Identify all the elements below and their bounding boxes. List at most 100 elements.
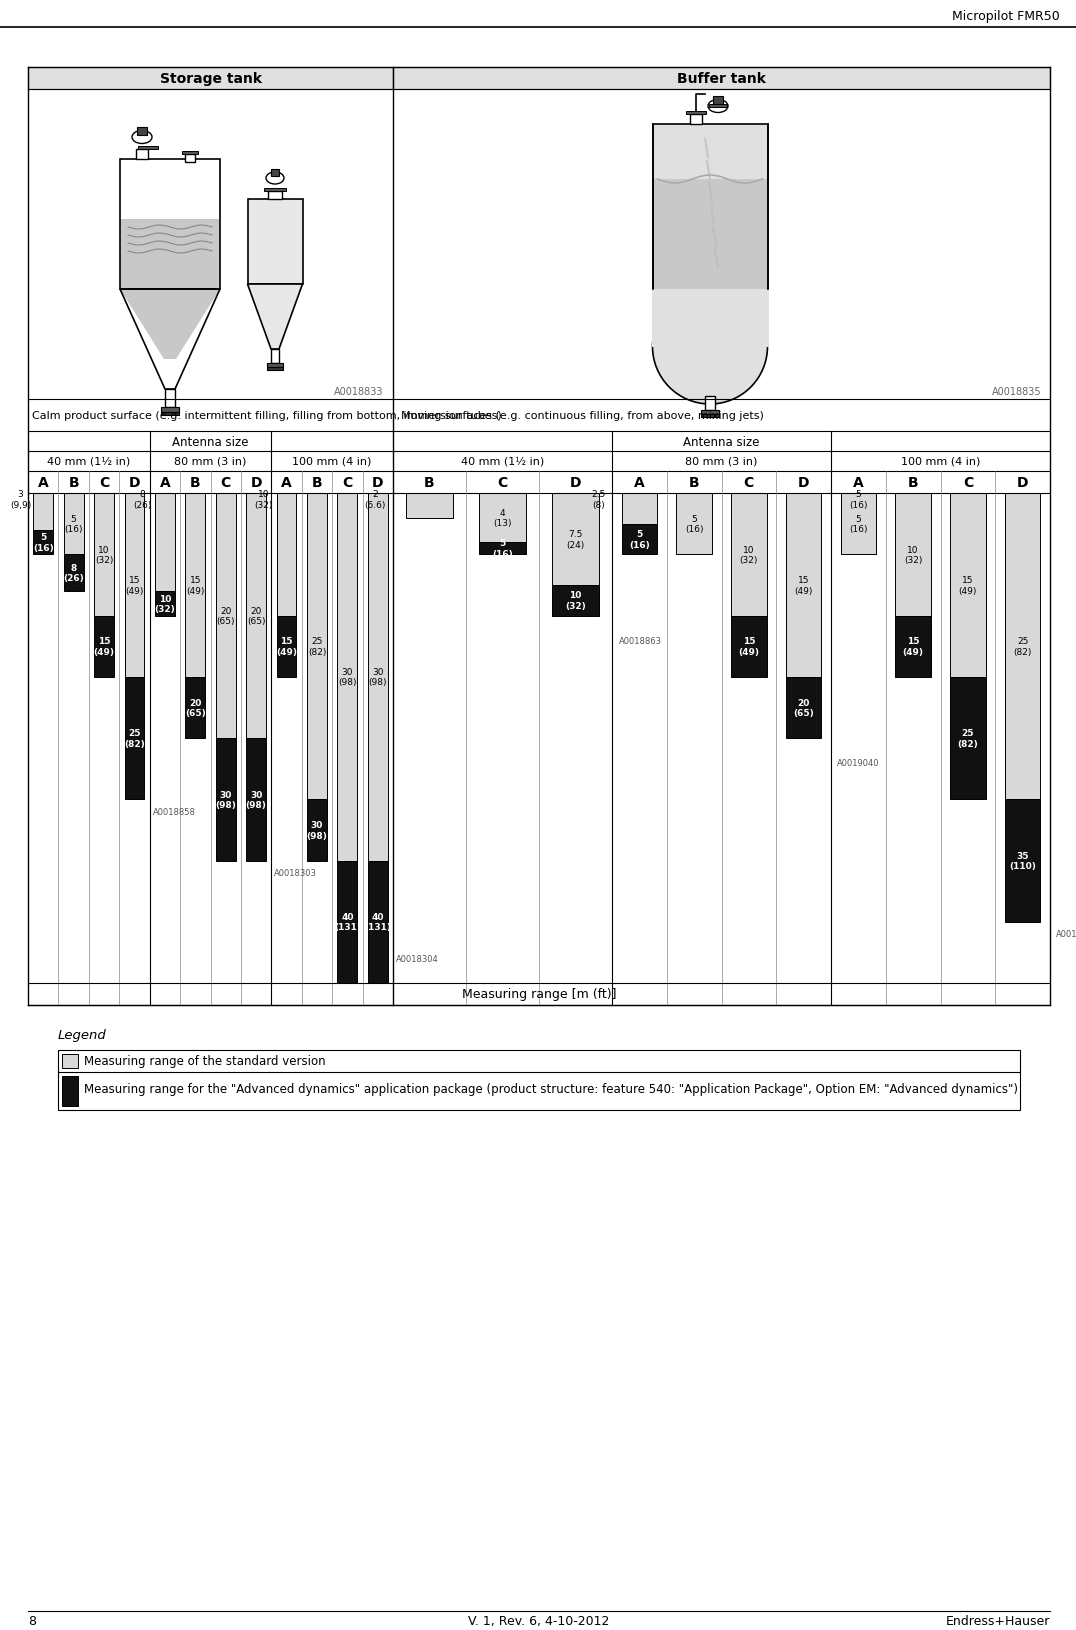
Ellipse shape bbox=[266, 173, 284, 184]
Text: C: C bbox=[99, 476, 109, 489]
Bar bbox=[393, 68, 1050, 90]
Bar bbox=[62, 1055, 77, 1068]
Text: 15
(49): 15 (49) bbox=[738, 637, 760, 657]
Text: 2.5
(8): 2.5 (8) bbox=[591, 491, 606, 510]
Text: 5
(16): 5 (16) bbox=[33, 533, 54, 553]
Bar bbox=[185, 678, 206, 738]
Text: Measuring range [m (ft)]: Measuring range [m (ft)] bbox=[462, 988, 617, 1001]
Bar bbox=[216, 494, 236, 738]
Bar bbox=[33, 494, 53, 530]
Bar bbox=[700, 414, 719, 417]
Text: D: D bbox=[372, 476, 383, 489]
Text: A: A bbox=[281, 476, 292, 489]
Bar bbox=[622, 525, 657, 554]
Bar bbox=[950, 494, 986, 678]
Bar bbox=[709, 104, 727, 108]
Text: 80 mm (3 in): 80 mm (3 in) bbox=[685, 456, 758, 466]
Text: C: C bbox=[221, 476, 231, 489]
Text: A0018304: A0018304 bbox=[396, 955, 439, 963]
Bar bbox=[125, 494, 144, 678]
Bar bbox=[479, 543, 526, 554]
Text: 4
(13): 4 (13) bbox=[493, 509, 512, 528]
Text: A: A bbox=[38, 476, 48, 489]
Text: Measuring range for the "Advanced dynamics" application package (product structu: Measuring range for the "Advanced dynami… bbox=[84, 1082, 1018, 1095]
Bar bbox=[161, 408, 179, 412]
Text: 15
(49): 15 (49) bbox=[903, 637, 923, 657]
Bar bbox=[700, 411, 719, 414]
Bar bbox=[677, 494, 712, 554]
Text: 40 mm (1½ in): 40 mm (1½ in) bbox=[461, 456, 544, 466]
Text: 30
(98): 30 (98) bbox=[338, 668, 356, 686]
Text: 30
(98): 30 (98) bbox=[307, 820, 327, 839]
Bar bbox=[95, 494, 114, 616]
Bar bbox=[731, 616, 767, 678]
Text: B: B bbox=[68, 476, 79, 489]
Bar bbox=[277, 494, 296, 616]
Text: C: C bbox=[342, 476, 353, 489]
Text: 8: 8 bbox=[28, 1614, 36, 1627]
Text: D: D bbox=[798, 476, 809, 489]
Bar bbox=[785, 494, 821, 678]
Text: Legend: Legend bbox=[58, 1029, 107, 1042]
Text: A: A bbox=[159, 476, 170, 489]
Text: A0019040: A0019040 bbox=[836, 758, 879, 768]
Text: 15
(49): 15 (49) bbox=[186, 575, 204, 595]
Text: 15
(49): 15 (49) bbox=[959, 575, 977, 595]
Text: 20
(65): 20 (65) bbox=[216, 606, 235, 626]
Bar bbox=[136, 150, 148, 160]
Text: B: B bbox=[689, 476, 699, 489]
Bar bbox=[125, 678, 144, 800]
Bar bbox=[653, 179, 766, 290]
Text: 30
(98): 30 (98) bbox=[245, 791, 267, 810]
Bar bbox=[246, 738, 266, 861]
Bar bbox=[895, 616, 931, 678]
Bar bbox=[690, 116, 702, 126]
Text: 5
(16): 5 (16) bbox=[65, 515, 83, 535]
Text: 5
(16): 5 (16) bbox=[685, 515, 704, 535]
Bar bbox=[28, 68, 393, 90]
Bar bbox=[622, 494, 657, 525]
Text: 25
(82): 25 (82) bbox=[958, 729, 978, 748]
Text: 5
(16): 5 (16) bbox=[629, 530, 650, 549]
Bar bbox=[652, 126, 767, 290]
Bar bbox=[63, 554, 84, 592]
Text: 40
(131): 40 (131) bbox=[334, 913, 360, 932]
Text: 25
(82): 25 (82) bbox=[1014, 637, 1032, 657]
Bar bbox=[338, 861, 357, 983]
Text: 15
(49): 15 (49) bbox=[94, 637, 114, 657]
Bar bbox=[479, 494, 526, 543]
Text: B: B bbox=[312, 476, 323, 489]
Text: 8
(26): 8 (26) bbox=[132, 491, 152, 510]
Bar bbox=[247, 200, 302, 285]
Text: 5
(16): 5 (16) bbox=[849, 515, 867, 535]
Text: A0018835: A0018835 bbox=[992, 386, 1042, 396]
Ellipse shape bbox=[132, 132, 152, 145]
Text: 10
(32): 10 (32) bbox=[95, 544, 113, 564]
Text: 100 mm (4 in): 100 mm (4 in) bbox=[901, 456, 980, 466]
Text: 25
(82): 25 (82) bbox=[308, 637, 326, 657]
Text: C: C bbox=[963, 476, 973, 489]
Text: 10
(32): 10 (32) bbox=[904, 544, 922, 564]
Bar bbox=[185, 155, 195, 163]
Text: 3
(9,9): 3 (9,9) bbox=[10, 491, 31, 510]
Bar bbox=[121, 220, 220, 290]
Text: D: D bbox=[251, 476, 261, 489]
Bar bbox=[307, 494, 327, 800]
Text: 10
(32): 10 (32) bbox=[565, 592, 585, 611]
Bar bbox=[33, 530, 53, 554]
Text: Micropilot FMR50: Micropilot FMR50 bbox=[952, 10, 1060, 23]
Bar bbox=[651, 290, 768, 347]
Text: A0018866: A0018866 bbox=[1056, 931, 1076, 939]
Bar bbox=[216, 738, 236, 861]
Bar bbox=[246, 494, 266, 738]
Text: 35
(110): 35 (110) bbox=[1009, 851, 1036, 870]
Text: C: C bbox=[744, 476, 754, 489]
Bar bbox=[267, 363, 283, 368]
Bar bbox=[368, 861, 387, 983]
Bar bbox=[165, 390, 175, 408]
Bar bbox=[161, 412, 179, 416]
Bar bbox=[368, 494, 387, 861]
Text: Buffer tank: Buffer tank bbox=[677, 72, 766, 86]
Bar bbox=[185, 494, 206, 678]
Bar bbox=[267, 368, 283, 370]
